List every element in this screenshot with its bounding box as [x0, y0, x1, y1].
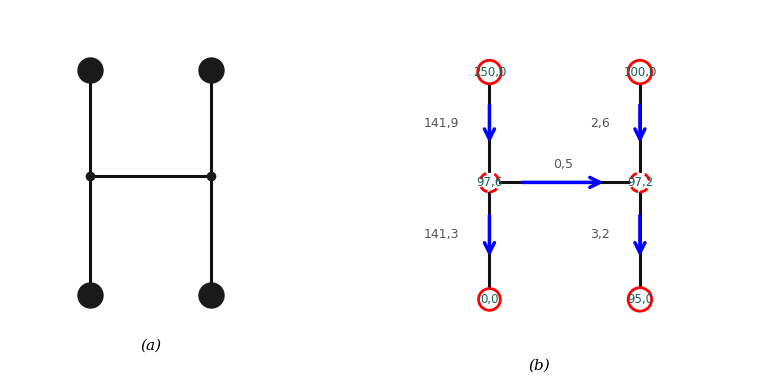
Circle shape: [630, 173, 650, 192]
Text: 95,0: 95,0: [627, 293, 653, 306]
Text: 0,0: 0,0: [480, 293, 499, 306]
Circle shape: [629, 288, 651, 311]
Text: 97,2: 97,2: [627, 176, 653, 189]
Text: 141,3: 141,3: [424, 228, 459, 241]
Circle shape: [480, 173, 499, 192]
Text: (b): (b): [529, 359, 550, 373]
Text: 100,0: 100,0: [623, 65, 657, 79]
Circle shape: [479, 288, 500, 310]
Text: 0,5: 0,5: [553, 157, 573, 171]
Circle shape: [478, 60, 501, 84]
Circle shape: [629, 60, 651, 84]
Text: 97,6: 97,6: [477, 176, 502, 189]
Text: 141,9: 141,9: [424, 117, 459, 130]
Text: (a): (a): [140, 339, 161, 353]
Text: 3,2: 3,2: [590, 228, 610, 241]
Text: 250,0: 250,0: [473, 65, 506, 79]
Text: 2,6: 2,6: [590, 117, 610, 130]
